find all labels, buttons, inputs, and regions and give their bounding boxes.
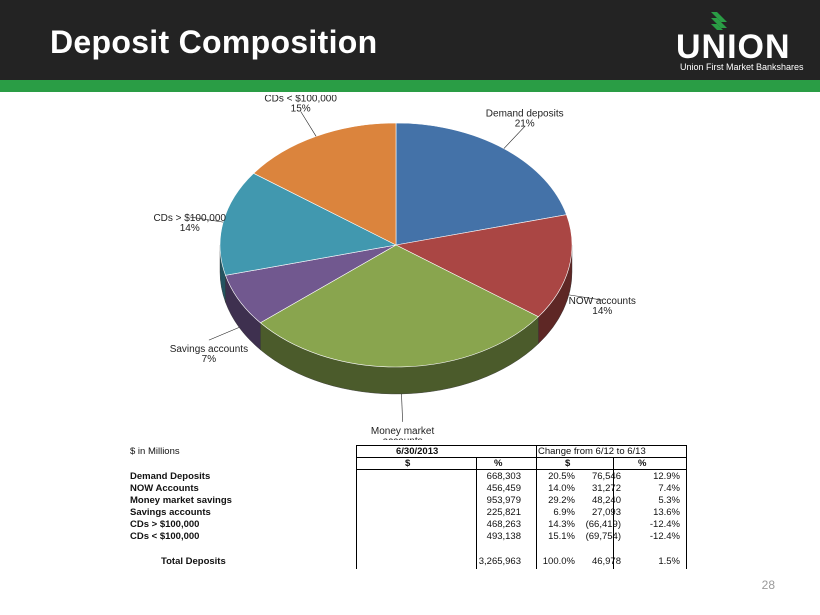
pie-leader-line (401, 393, 403, 422)
cell-change-value: 48,240 (591, 495, 621, 506)
table-border (356, 445, 357, 569)
cell-percent: 29.2% (548, 495, 575, 506)
pie-leader-line (503, 126, 525, 149)
row-label: Money market savings (130, 495, 232, 506)
union-logo: UNION Union First Market Bankshares (676, 12, 806, 74)
cell-change-value: (69,754) (585, 531, 621, 542)
pie-slice-label: 14% (592, 306, 612, 317)
logo-wordmark: UNION (676, 28, 791, 66)
group-header-change: Change from 6/12 to 6/13 (538, 446, 646, 457)
pie-slice-label: Demand deposits (486, 108, 564, 119)
table-border (356, 469, 686, 470)
row-label: NOW Accounts (130, 483, 199, 494)
cell-percent: 14.3% (548, 519, 575, 530)
row-label: Demand Deposits (130, 471, 211, 482)
units-label: $ in Millions (130, 446, 180, 457)
cell-percent: 6.9% (553, 507, 575, 518)
header-stripe (0, 80, 820, 92)
table-border (613, 457, 614, 569)
cell-value: 225,821 (486, 507, 521, 518)
pie-leader-line (568, 294, 603, 301)
cell-percent: 15.1% (548, 531, 575, 542)
cell-value: 456,459 (486, 483, 521, 494)
page-number: 28 (761, 578, 775, 592)
pie-slice-label: 14% (180, 223, 200, 234)
table-row: CDs > $100,000 468,263 14.3% (66,419) -12.4% (128, 519, 688, 531)
cell-value: 493,138 (486, 531, 521, 542)
pie-leader-line (189, 216, 224, 223)
total-p1: 100.0% (542, 556, 575, 567)
cell-change-value: (66,419) (585, 519, 621, 530)
subheader-percent: % (638, 458, 647, 469)
subheader-dollar: $ (565, 458, 571, 469)
table-row: NOW Accounts 456,459 14.0% 31,272 7.4% (128, 483, 688, 495)
cell-change-percent: -12.4% (649, 531, 680, 542)
pie-slice-label: NOW accounts (569, 296, 636, 307)
row-label: Savings accounts (130, 507, 211, 518)
pie-leader-line (208, 327, 240, 341)
pie-slice (259, 244, 539, 368)
subheader-dollar: $ (405, 458, 411, 469)
cell-change-value: 76,546 (591, 471, 621, 482)
row-label: CDs > $100,000 (130, 519, 200, 530)
table-border (476, 457, 477, 569)
cell-change-percent: -12.4% (649, 519, 680, 530)
cell-change-value: 31,272 (591, 483, 621, 494)
row-label: CDs < $100,000 (130, 531, 200, 542)
pie-slice-label: CDs > $100,000 (153, 213, 226, 224)
pie-leader-line (300, 111, 317, 137)
table-border (536, 445, 537, 569)
table-row: Savings accounts 225,821 6.9% 27,093 13.6% (128, 507, 688, 519)
cell-percent: 14.0% (548, 483, 575, 494)
cell-value: 468,263 (486, 519, 521, 530)
table-row: Demand Deposits 668,303 20.5% 76,546 12.9% (128, 471, 688, 483)
cell-change-percent: 13.6% (653, 507, 680, 518)
table-total-row: Total Deposits 3,265,963 100.0% 46,978 1… (128, 556, 688, 568)
cell-change-value: 27,093 (591, 507, 621, 518)
table-border (356, 457, 686, 458)
total-label: Total Deposits (161, 556, 226, 567)
cell-change-percent: 7.4% (658, 483, 680, 494)
cell-change-percent: 12.9% (653, 471, 680, 482)
table-row: CDs < $100,000 493,138 15.1% (69,754) -12.4% (128, 531, 688, 543)
pie-slice-label: 7% (202, 354, 217, 365)
group-header-date: 6/30/2013 (396, 446, 439, 457)
pie-slice (219, 172, 397, 276)
cell-percent: 20.5% (548, 471, 575, 482)
pie-slice-label: Savings accounts (170, 344, 248, 355)
cell-value: 668,303 (486, 471, 521, 482)
subheader-percent: % (494, 458, 503, 469)
table-border (356, 445, 686, 446)
table-row: Money market savings 953,979 29.2% 48,240 5.… (128, 495, 688, 507)
logo-mark-icon (711, 12, 727, 30)
pie-slice-label: CDs < $100,000 (264, 95, 337, 104)
logo-subtitle: Union First Market Bankshares (680, 62, 804, 72)
table-border (686, 445, 687, 569)
cell-value: 953,979 (486, 495, 521, 506)
pie-slice-label: 21% (515, 118, 535, 129)
pie-slice (395, 214, 573, 318)
total-p2: 1.5% (658, 556, 680, 567)
cell-change-percent: 5.3% (658, 495, 680, 506)
pie-slice-label: Money market (371, 426, 435, 437)
page-title: Deposit Composition (50, 24, 378, 60)
total-v2: 46,978 (591, 556, 621, 567)
header-bar: Deposit Composition UNION Union First Ma… (0, 0, 820, 80)
total-v1: 3,265,963 (478, 556, 521, 567)
pie-slice-label: accounts (383, 436, 423, 440)
pie-slice-label: 15% (291, 103, 311, 114)
